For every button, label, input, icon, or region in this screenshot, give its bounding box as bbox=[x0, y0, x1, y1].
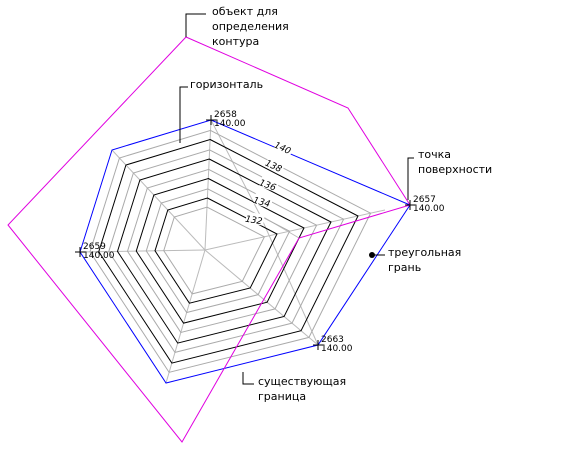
callout-label: точка bbox=[418, 148, 451, 161]
contour-object bbox=[7, 36, 411, 443]
contour-line bbox=[154, 197, 278, 304]
point-marker bbox=[75, 247, 85, 257]
label-bg bbox=[258, 175, 280, 193]
triangle-edge bbox=[204, 119, 212, 251]
leader bbox=[179, 86, 188, 143]
point-marker bbox=[405, 200, 415, 210]
label-bg bbox=[273, 138, 295, 156]
leaders bbox=[179, 13, 414, 385]
label-bg bbox=[252, 193, 274, 209]
contour-label: 132 bbox=[244, 215, 263, 228]
leader bbox=[407, 157, 414, 200]
callout-label: грань bbox=[388, 261, 421, 274]
contour-line bbox=[135, 177, 305, 324]
contours bbox=[89, 129, 372, 373]
triangle-edge bbox=[204, 249, 319, 346]
point-elevation: 140.00 bbox=[413, 204, 445, 214]
point-id: 2663 bbox=[321, 335, 344, 345]
contour-line bbox=[98, 138, 359, 364]
contour-line bbox=[126, 168, 318, 334]
leader bbox=[242, 372, 254, 385]
label-bg bbox=[245, 211, 265, 226]
triangle-edge bbox=[210, 119, 261, 216]
contour-line bbox=[145, 188, 291, 314]
callout-label: поверхности bbox=[418, 163, 492, 176]
callout-label: контура bbox=[212, 35, 259, 48]
leader bbox=[185, 13, 206, 37]
triangle-edge bbox=[111, 149, 206, 251]
point-marker bbox=[206, 115, 216, 125]
triangle-edge bbox=[204, 209, 386, 251]
callout-label: граница bbox=[258, 390, 306, 403]
point-id: 2657 bbox=[413, 195, 436, 205]
contour-label: 134 bbox=[252, 196, 271, 210]
contour-line bbox=[163, 206, 266, 295]
callout-label: существующая bbox=[258, 375, 346, 388]
callout-label: горизонталь bbox=[190, 78, 263, 91]
triangle-edge bbox=[165, 249, 206, 384]
triangle-edge bbox=[79, 249, 206, 253]
point-id: 2658 bbox=[214, 110, 237, 120]
point-elevation: 140.00 bbox=[214, 119, 246, 129]
point-elevation: 140.00 bbox=[321, 344, 353, 354]
leader-dot bbox=[369, 252, 375, 258]
callout-label: определения bbox=[212, 20, 289, 33]
callout-label: треугольная bbox=[388, 246, 461, 259]
contour-line bbox=[89, 129, 372, 373]
callout-label: объект для bbox=[212, 5, 278, 18]
label-bg bbox=[264, 156, 286, 174]
point-id: 2659 bbox=[83, 242, 106, 252]
point-marker bbox=[313, 340, 323, 350]
contour-line bbox=[108, 149, 345, 353]
point-elevation: 140.00 bbox=[83, 251, 115, 261]
contour-line bbox=[116, 158, 332, 344]
